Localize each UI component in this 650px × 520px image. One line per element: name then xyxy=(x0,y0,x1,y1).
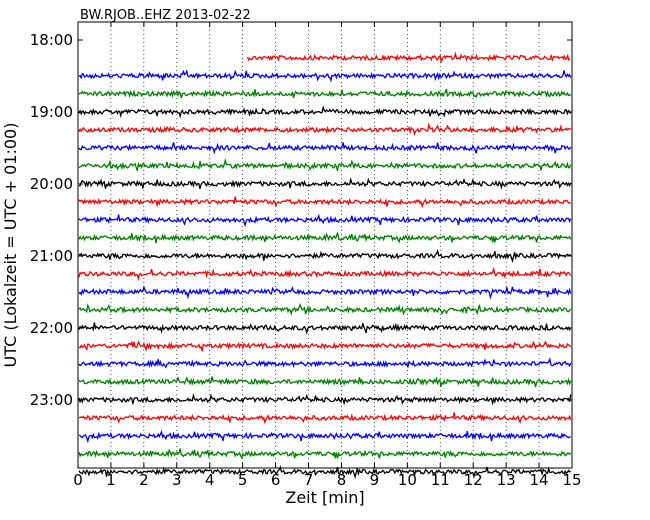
y-tick-label: 22:00 xyxy=(30,319,73,337)
trace-2330 xyxy=(78,448,572,460)
x-tick-label: 12 xyxy=(464,471,483,489)
trace-2145 xyxy=(78,322,572,335)
trace-2215 xyxy=(78,357,572,369)
x-tick-label: 15 xyxy=(562,471,581,489)
trace-2100 xyxy=(78,266,572,281)
y-tick-label: 23:00 xyxy=(30,391,73,409)
x-tick-label: 7 xyxy=(304,471,314,489)
trace-1845 xyxy=(78,105,572,119)
y-axis: 18:00 19:00 20:00 21:00 22:00 23:00 xyxy=(30,31,572,409)
trace-2115 xyxy=(78,285,572,300)
x-axis: 0 1 2 3 4 5 6 7 8 9 10 11 12 13 14 15 xyxy=(73,22,582,489)
trace-2000 xyxy=(78,196,572,209)
x-tick-label: 6 xyxy=(271,471,281,489)
trace-2230 xyxy=(78,376,572,388)
x-tick-label: 0 xyxy=(73,471,83,489)
trace-2130 xyxy=(78,302,572,316)
x-tick-label: 3 xyxy=(172,471,182,489)
x-tick-label: 8 xyxy=(337,471,347,489)
x-tick-label: 5 xyxy=(238,471,248,489)
x-tick-label: 2 xyxy=(139,471,149,489)
trace-2030 xyxy=(78,232,572,244)
y-axis-label: UTC (Lokalzeit = UTC + 01:00) xyxy=(1,123,20,368)
trace-1815 xyxy=(78,68,572,83)
y-tick-label: 20:00 xyxy=(30,175,73,193)
trace-2200 xyxy=(78,340,572,352)
trace-1915 xyxy=(78,142,572,155)
trace-1830 xyxy=(78,88,572,99)
trace-1900 xyxy=(78,122,572,137)
trace-1945 xyxy=(78,177,572,190)
trace-group xyxy=(78,51,572,480)
trace-1930 xyxy=(78,157,572,171)
x-tick-label: 13 xyxy=(497,471,516,489)
x-tick-label: 4 xyxy=(205,471,215,489)
trace-2045 xyxy=(78,249,572,264)
x-tick-label: 10 xyxy=(398,471,417,489)
x-tick-label: 14 xyxy=(530,471,549,489)
trace-2300 xyxy=(78,412,572,425)
y-tick-label: 18:00 xyxy=(30,31,73,49)
x-axis-label: Zeit [min] xyxy=(285,488,364,507)
chart-title: BW.RJOB..EHZ 2013-02-22 xyxy=(80,8,251,23)
trace-2345 xyxy=(78,465,572,480)
x-tick-label: 11 xyxy=(431,471,450,489)
x-tick-label: 1 xyxy=(106,471,116,489)
y-tick-label: 21:00 xyxy=(30,247,73,265)
plot-frame xyxy=(77,21,573,469)
y-tick-label: 19:00 xyxy=(30,103,73,121)
x-tick-label: 9 xyxy=(370,471,380,489)
trace-2015 xyxy=(78,213,572,228)
trace-2245 xyxy=(78,393,572,406)
trace-2315 xyxy=(78,429,571,444)
trace-1800 xyxy=(246,51,571,64)
